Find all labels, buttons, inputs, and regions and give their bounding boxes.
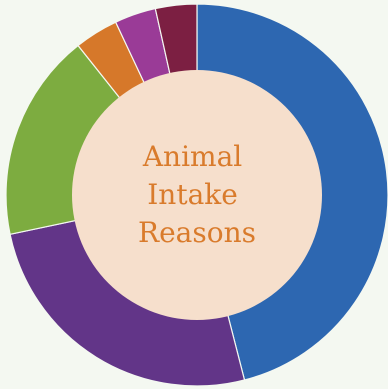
chart-title-line: Reasons [138,216,256,249]
chart-title-line: Intake [147,178,238,211]
donut-center [72,70,322,320]
chart-title: Animal Intake Reasons [138,140,256,249]
chart-title-line: Animal [142,140,242,173]
